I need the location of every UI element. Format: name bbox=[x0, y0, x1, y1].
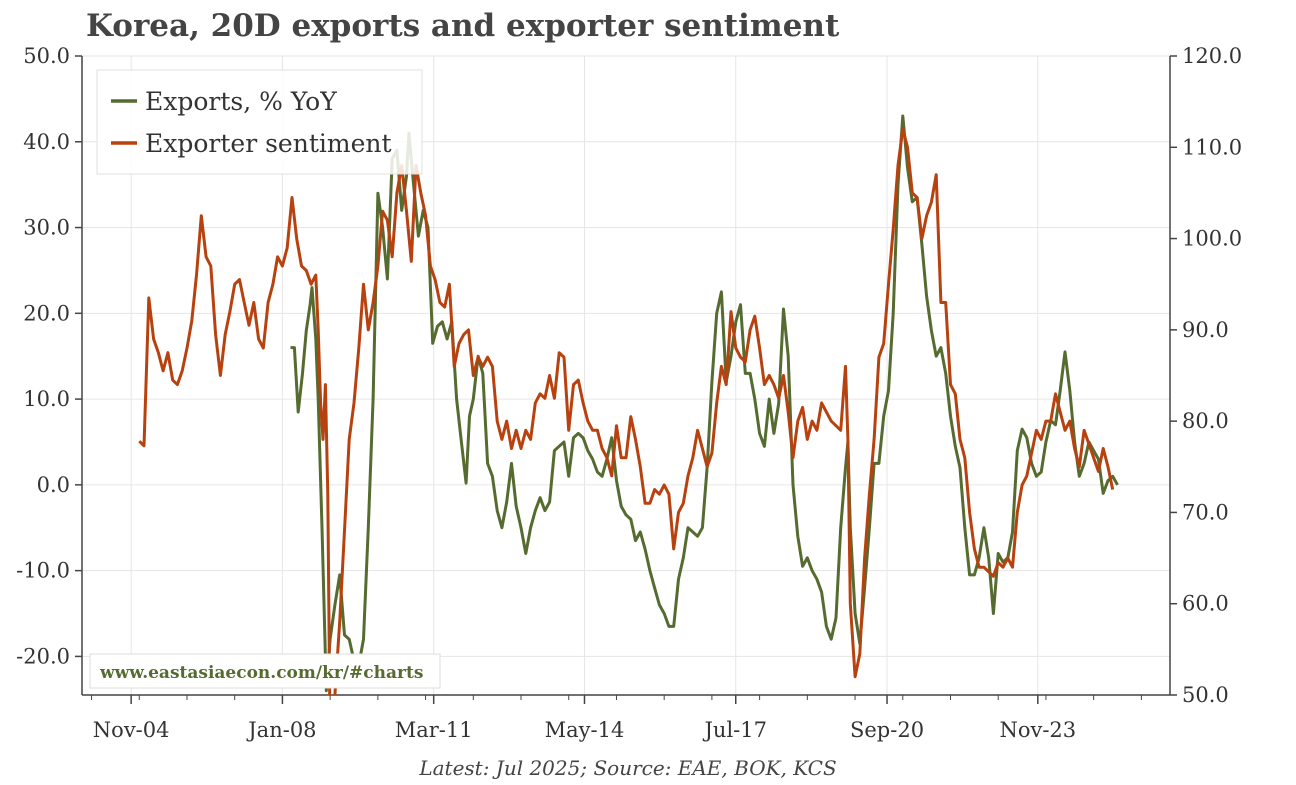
y-right-tick-label: 60.0 bbox=[1182, 592, 1229, 616]
exports-series-line bbox=[290, 114, 1119, 693]
y-right-tick-label: 70.0 bbox=[1182, 500, 1229, 524]
y-right-tick-label: 110.0 bbox=[1182, 135, 1242, 159]
x-tick-label: May-14 bbox=[545, 718, 625, 742]
x-tick-label: Jul-17 bbox=[703, 718, 767, 742]
y-right-tick-label: 50.0 bbox=[1182, 683, 1229, 707]
watermark-text: www.eastasiaecon.com/kr/#charts bbox=[99, 663, 423, 683]
y-left-tick-label: -20.0 bbox=[16, 644, 70, 668]
y-left-tick-label: 20.0 bbox=[23, 301, 70, 325]
source-footnote: Latest: Jul 2025; Source: EAE, BOK, KCS bbox=[419, 756, 837, 780]
watermark: www.eastasiaecon.com/kr/#charts bbox=[89, 653, 441, 689]
y-left-tick-label: 40.0 bbox=[23, 130, 70, 154]
legend-exports-label: Exports, % YoY bbox=[145, 87, 337, 116]
sentiment-series-line bbox=[138, 127, 1115, 695]
x-tick-label: Nov-04 bbox=[93, 718, 170, 742]
y-left-tick-label: 0.0 bbox=[37, 473, 70, 497]
x-tick-label: Mar-11 bbox=[395, 718, 473, 742]
y-left-tick-label: 50.0 bbox=[23, 44, 70, 68]
chart-title: Korea, 20D exports and exporter sentimen… bbox=[86, 8, 840, 44]
y-right-tick-label: 100.0 bbox=[1182, 227, 1242, 251]
y-left-tick-label: -10.0 bbox=[16, 559, 70, 583]
x-tick-label: Nov-23 bbox=[999, 718, 1076, 742]
legend-box bbox=[96, 69, 423, 175]
legend: Exports, % YoY Exporter sentiment bbox=[96, 69, 423, 175]
axes: Nov-04 Jan-08 Mar-11 May-14 Jul-17 Sep-20 Nov-… bbox=[16, 44, 1242, 742]
y-right-tick-label: 120.0 bbox=[1182, 44, 1242, 68]
x-tick-label: Jan-08 bbox=[246, 718, 316, 742]
x-tick-label: Sep-20 bbox=[850, 718, 924, 742]
y-right-tick-label: 90.0 bbox=[1182, 318, 1229, 342]
series-lines bbox=[138, 114, 1119, 695]
legend-sentiment-label: Exporter sentiment bbox=[145, 129, 392, 158]
y-left-tick-label: 30.0 bbox=[23, 216, 70, 240]
y-left-tick-label: 10.0 bbox=[23, 387, 70, 411]
y-right-tick-label: 80.0 bbox=[1182, 409, 1229, 433]
watermark-box bbox=[89, 653, 441, 689]
